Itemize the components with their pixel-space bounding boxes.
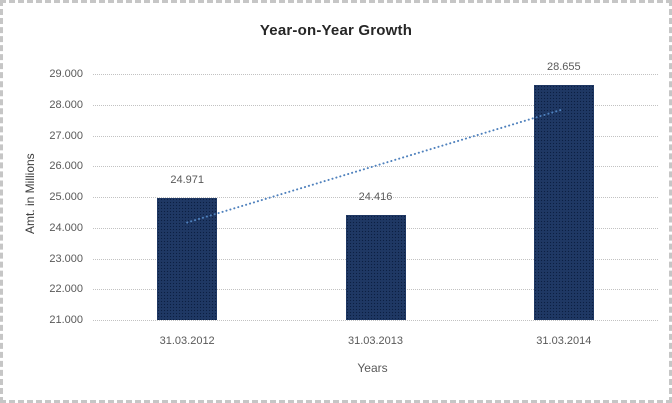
bar [345, 214, 406, 320]
y-tick-label: 28.000 [49, 98, 83, 111]
y-tick-label: 22.000 [49, 283, 83, 296]
bar [533, 84, 594, 320]
bar [157, 197, 218, 320]
y-tick-label: 21.000 [49, 314, 83, 326]
bar-value-label: 24.416 [358, 190, 393, 203]
chart-title: Year-on-Year Growth [259, 22, 413, 39]
y-tick-label: 29.000 [49, 68, 83, 80]
gridline [93, 74, 658, 75]
bar-value-label: 28.655 [547, 60, 581, 73]
y-tick-label: 23.000 [49, 252, 83, 265]
y-tick-label: 24.000 [49, 221, 83, 234]
y-tick-label: 25.000 [49, 191, 83, 203]
x-tick-label: 31.03.2012 [159, 335, 215, 347]
x-tick-label: 31.03.2014 [536, 335, 592, 347]
gridline [93, 320, 658, 321]
gridline [93, 104, 658, 106]
x-tick-label: 31.03.2013 [347, 335, 404, 347]
y-tick-label: 26.000 [49, 160, 83, 173]
x-axis-title: Years [357, 361, 388, 375]
y-tick-label: 27.000 [49, 129, 83, 142]
bar-value-label: 24.971 [170, 173, 204, 186]
